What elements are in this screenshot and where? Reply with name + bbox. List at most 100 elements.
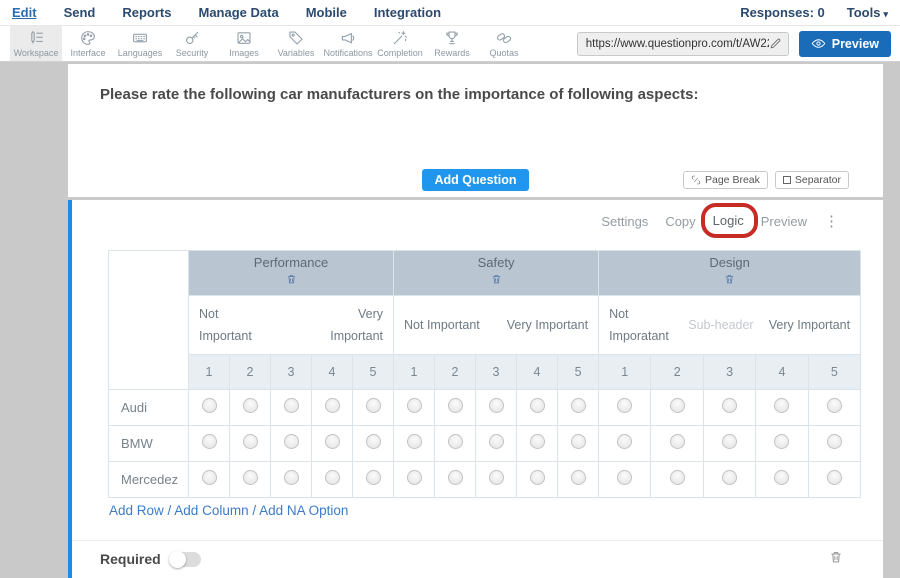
toolbar-item-interface[interactable]: Interface [62,26,114,61]
nav-item-send[interactable]: Send [63,5,96,20]
radio-button[interactable] [488,397,504,413]
answer-cell [188,461,230,498]
survey-url-input[interactable] [585,37,769,50]
question-logic-button[interactable]: Logic [712,213,744,228]
toolbar-item-security[interactable]: Security [166,26,218,61]
add-column-link[interactable]: Add Column [174,503,249,518]
subheader-right[interactable]: Very Important [768,318,851,332]
radio-button[interactable] [529,433,545,449]
toolbar-item-quotas[interactable]: Quotas [478,26,530,61]
radio-button[interactable] [774,469,790,485]
radio-button[interactable] [447,469,463,485]
more-options-icon[interactable]: ⋮ [824,212,839,230]
group-label[interactable]: Performance [253,255,329,270]
radio-button[interactable] [669,397,685,413]
radio-button[interactable] [365,397,381,413]
group-label[interactable]: Safety [477,255,515,270]
radio-button[interactable] [774,433,790,449]
row-label-mercedez[interactable]: Mercedez [108,461,189,498]
toolbar-item-rewards[interactable]: Rewards [426,26,478,61]
radio-button[interactable] [283,397,299,413]
toolbar-item-notifications[interactable]: Notifications [322,26,374,61]
toolbar-item-workspace[interactable]: Workspace [10,26,62,61]
delete-question-button[interactable] [829,549,843,570]
add-row-link[interactable]: Add Row [109,503,164,518]
toolbar-item-images[interactable]: Images [218,26,270,61]
radio-button[interactable] [406,433,422,449]
subheader-left[interactable]: Not Important [404,318,480,332]
radio-button[interactable] [529,469,545,485]
question-preview-button[interactable]: Preview [760,213,807,229]
radio-button[interactable] [406,469,422,485]
question-settings-button[interactable]: Settings [601,213,649,229]
radio-button[interactable] [826,433,842,449]
radio-button[interactable] [488,433,504,449]
preview-button[interactable]: Preview [798,30,891,57]
row-label-audi[interactable]: Audi [108,389,189,426]
subheader-left[interactable]: Not Imporatant [609,306,669,344]
scale-cell: 4 [311,354,353,390]
delete-group-trash-icon[interactable] [189,272,393,290]
radio-button[interactable] [488,469,504,485]
required-toggle[interactable] [168,550,201,568]
subheader-right[interactable]: Very Important [506,318,589,332]
radio-button[interactable] [570,469,586,485]
radio-button[interactable] [570,433,586,449]
subheader-right[interactable]: Very Important [330,306,384,344]
toolbar-item-completion[interactable]: Completion [374,26,426,61]
radio-button[interactable] [447,433,463,449]
edit-url-pencil-icon[interactable] [769,37,782,50]
radio-button[interactable] [406,397,422,413]
radio-button[interactable] [201,469,217,485]
radio-button[interactable] [570,397,586,413]
separator-button[interactable]: Separator [774,171,849,189]
nav-item-integration[interactable]: Integration [373,5,442,20]
nav-item-edit[interactable]: Edit [12,5,37,20]
radio-button[interactable] [283,469,299,485]
quotas-icon [496,33,512,44]
toolbar-item-languages[interactable]: Languages [114,26,166,61]
nav-item-mobile[interactable]: Mobile [305,5,347,20]
add-na-option-link[interactable]: Add NA Option [259,503,349,518]
row-label-bmw[interactable]: BMW [108,425,189,462]
radio-button[interactable] [242,397,258,413]
toolbar-item-variables[interactable]: Variables [270,26,322,61]
radio-button[interactable] [722,397,738,413]
radio-button[interactable] [617,469,633,485]
radio-button[interactable] [283,433,299,449]
radio-button[interactable] [617,397,633,413]
nav-item-reports[interactable]: Reports [122,5,172,20]
delete-group-trash-icon[interactable] [394,272,598,290]
radio-button[interactable] [201,433,217,449]
radio-button[interactable] [324,397,340,413]
group-label[interactable]: Design [709,255,750,270]
radio-button[interactable] [669,433,685,449]
radio-button[interactable] [324,433,340,449]
radio-button[interactable] [722,433,738,449]
answer-cell [807,425,862,462]
radio-button[interactable] [365,469,381,485]
nav-item-manage-data[interactable]: Manage Data [198,5,279,20]
radio-button[interactable] [774,397,790,413]
delete-group-trash-icon[interactable] [599,272,860,290]
radio-button[interactable] [722,469,738,485]
radio-button[interactable] [447,397,463,413]
page-break-button[interactable]: Page Break [683,171,768,189]
radio-button[interactable] [529,397,545,413]
radio-button[interactable] [669,469,685,485]
radio-button[interactable] [826,469,842,485]
radio-button[interactable] [242,433,258,449]
radio-button[interactable] [365,433,381,449]
radio-button[interactable] [242,469,258,485]
subheader-middle[interactable]: Sub-header [688,318,754,332]
answer-cell [434,425,477,462]
tools-menu[interactable]: Tools ▾ [846,5,888,20]
question-copy-button[interactable]: Copy [665,213,696,229]
radio-button[interactable] [201,397,217,413]
radio-button[interactable] [324,469,340,485]
radio-button[interactable] [826,397,842,413]
radio-button[interactable] [617,433,633,449]
add-question-button[interactable]: Add Question [421,169,530,191]
subheader-left[interactable]: Not Important [199,306,252,344]
answer-cell [755,425,809,462]
